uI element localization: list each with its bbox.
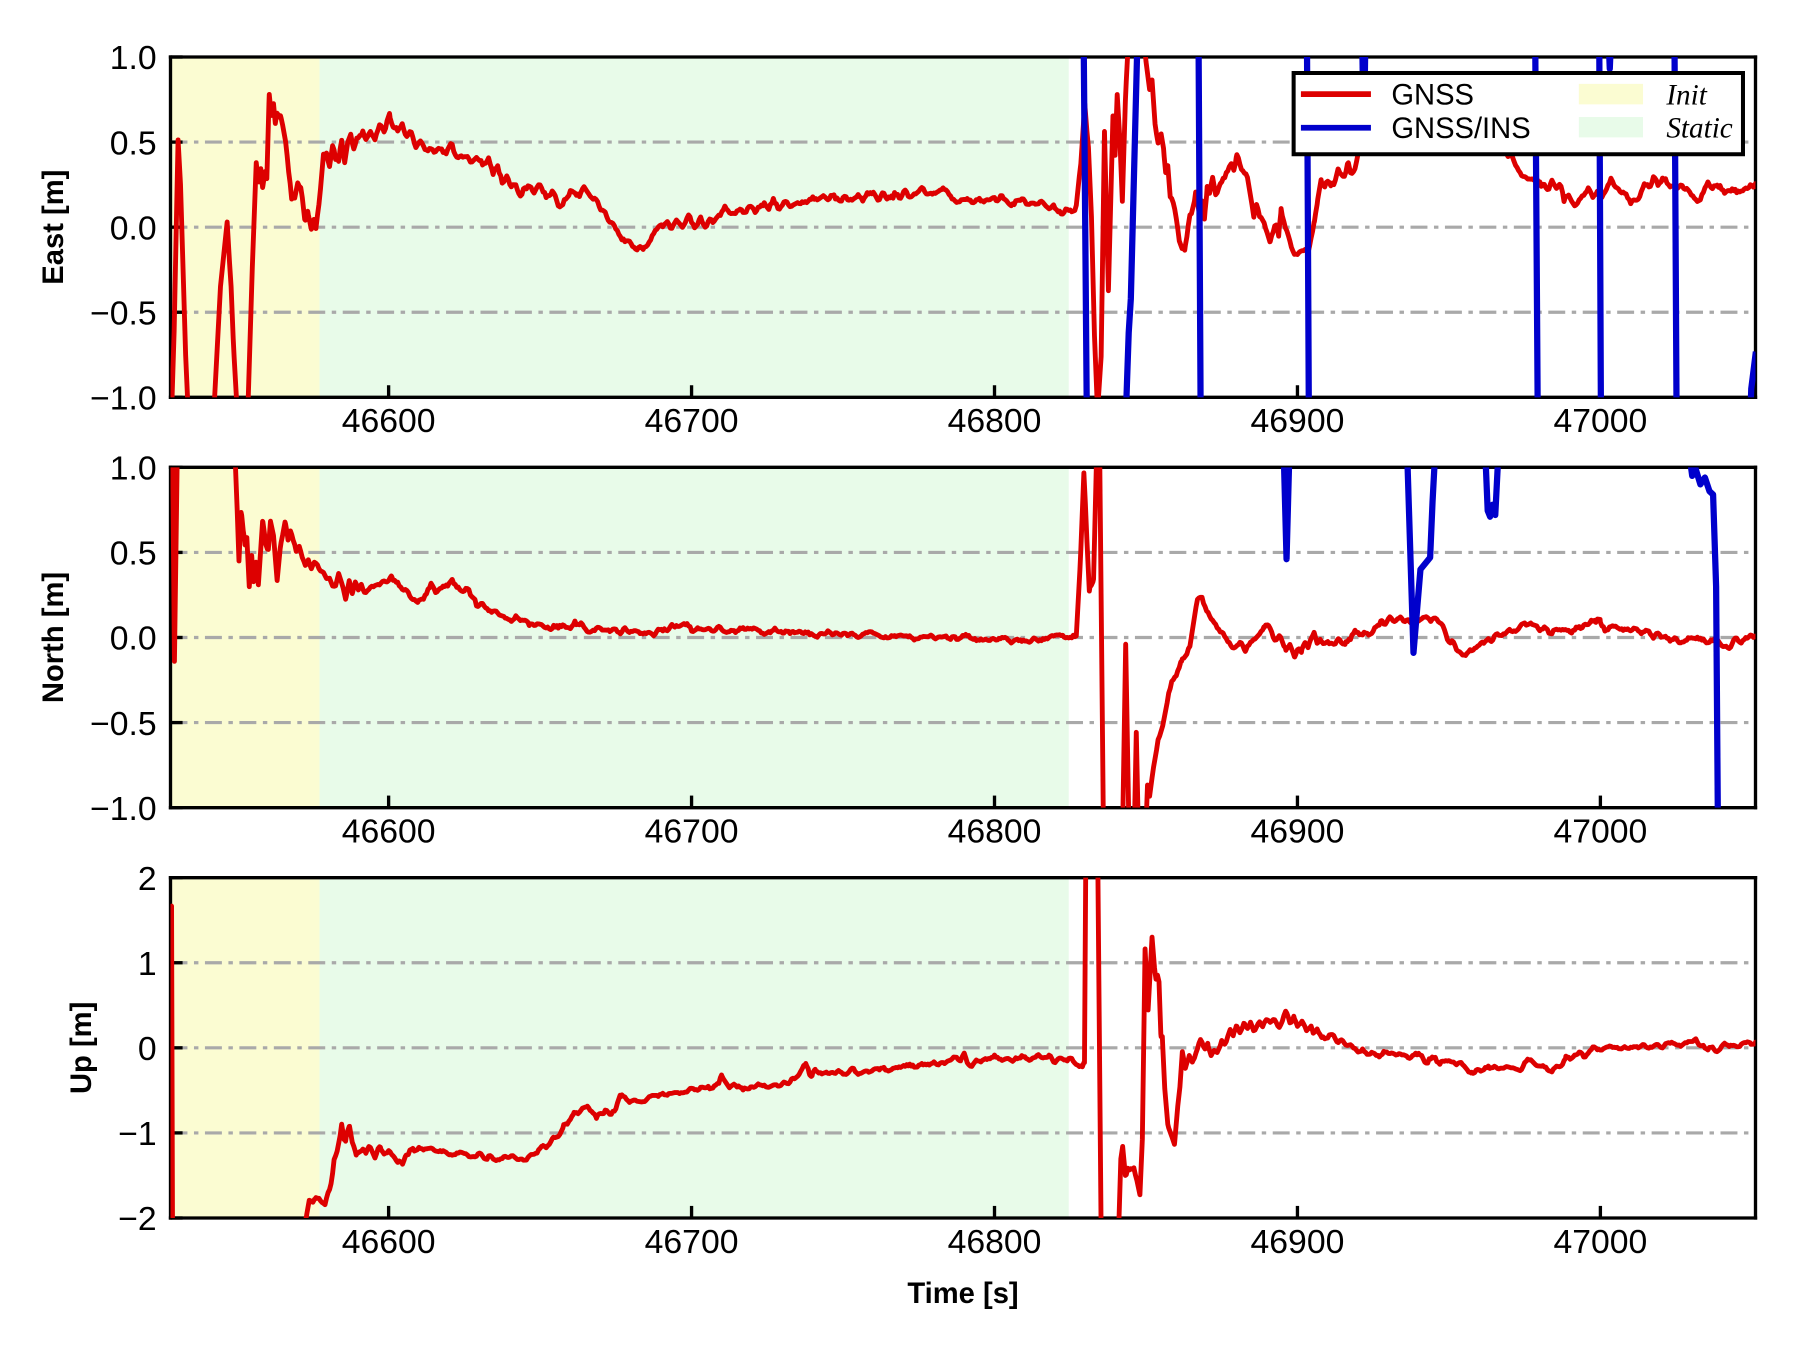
svg-text:−1.0: −1.0 xyxy=(90,380,157,418)
svg-text:46600: 46600 xyxy=(342,1223,436,1261)
svg-text:0.5: 0.5 xyxy=(110,535,157,573)
svg-text:North [m]: North [m] xyxy=(38,572,70,703)
svg-text:1.0: 1.0 xyxy=(110,39,157,77)
svg-text:46700: 46700 xyxy=(645,1223,739,1261)
svg-text:−1: −1 xyxy=(118,1115,156,1153)
svg-text:46800: 46800 xyxy=(948,1223,1042,1261)
svg-text:1.0: 1.0 xyxy=(110,450,157,488)
svg-text:46800: 46800 xyxy=(948,402,1042,440)
svg-text:46800: 46800 xyxy=(948,813,1042,851)
svg-text:47000: 47000 xyxy=(1553,402,1647,440)
svg-text:46600: 46600 xyxy=(342,402,436,440)
svg-text:0: 0 xyxy=(138,1030,157,1068)
svg-text:47000: 47000 xyxy=(1553,813,1647,851)
svg-text:GNSS: GNSS xyxy=(1391,79,1474,111)
svg-text:Time [s]: Time [s] xyxy=(907,1278,1018,1310)
svg-text:−0.5: −0.5 xyxy=(90,294,157,332)
svg-text:Init: Init xyxy=(1665,79,1707,111)
svg-text:GNSS/INS: GNSS/INS xyxy=(1391,113,1530,145)
svg-text:0.0: 0.0 xyxy=(110,209,157,247)
svg-text:46700: 46700 xyxy=(645,813,739,851)
svg-text:Static: Static xyxy=(1666,112,1732,144)
svg-text:1: 1 xyxy=(138,945,157,983)
svg-text:−0.5: −0.5 xyxy=(90,705,157,743)
svg-text:−1.0: −1.0 xyxy=(90,790,157,828)
svg-text:Up [m]: Up [m] xyxy=(66,1002,98,1094)
svg-text:46900: 46900 xyxy=(1251,1223,1345,1261)
svg-text:0.0: 0.0 xyxy=(110,620,157,658)
svg-text:46600: 46600 xyxy=(342,813,436,851)
svg-text:47000: 47000 xyxy=(1553,1223,1647,1261)
svg-text:2: 2 xyxy=(138,860,157,898)
svg-text:46700: 46700 xyxy=(645,402,739,440)
svg-text:East [m]: East [m] xyxy=(38,170,70,285)
svg-text:46900: 46900 xyxy=(1251,813,1345,851)
svg-text:46900: 46900 xyxy=(1251,402,1345,440)
svg-text:−2: −2 xyxy=(118,1200,156,1238)
svg-text:0.5: 0.5 xyxy=(110,124,157,162)
